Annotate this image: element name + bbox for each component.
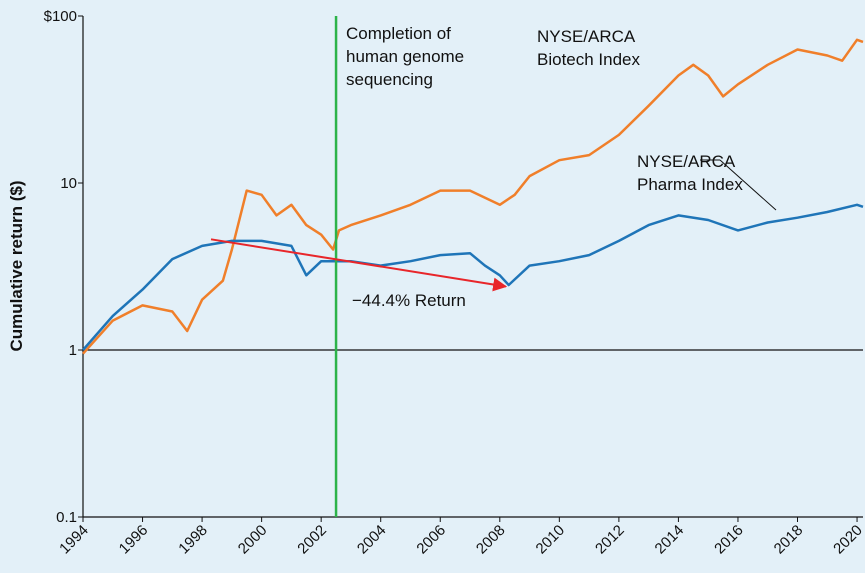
y-tick-label: 0.1 (56, 509, 77, 526)
x-tick-label: 2014 (652, 522, 688, 558)
y-tick-label: $100 (44, 8, 77, 25)
x-tick-label: 2016 (711, 522, 747, 558)
x-tick-label: 1996 (116, 522, 152, 558)
x-tick-label: 2000 (235, 522, 271, 558)
series-label: NYSE/ARCA Pharma Index (637, 152, 743, 194)
x-tick-label: 2002 (294, 522, 330, 558)
x-tick-label: 2008 (473, 522, 509, 558)
x-tick-label: 2006 (413, 522, 449, 558)
series-line (82, 38, 864, 355)
x-tick-label: 2020 (830, 522, 865, 558)
series-line (82, 203, 864, 351)
x-tick-label: 2012 (592, 522, 628, 558)
x-tick-label: 2010 (533, 522, 569, 558)
x-tick-label: 1994 (56, 522, 92, 558)
vline-annotation: Completion of human genome sequencing (346, 24, 465, 89)
x-tick-label: 2004 (354, 522, 390, 558)
leader-line (719, 159, 777, 211)
y-axis-label: Cumulative return ($) (7, 181, 26, 352)
y-tick-label: 10 (60, 175, 77, 192)
series-label: NYSE/ARCA Biotech Index (537, 27, 641, 69)
arrow (210, 238, 508, 292)
x-tick-label: 1998 (175, 522, 211, 558)
y-tick-label: 1 (69, 342, 77, 359)
x-tick-label: 2018 (771, 522, 807, 558)
arrow-annotation: −44.4% Return (352, 291, 466, 310)
